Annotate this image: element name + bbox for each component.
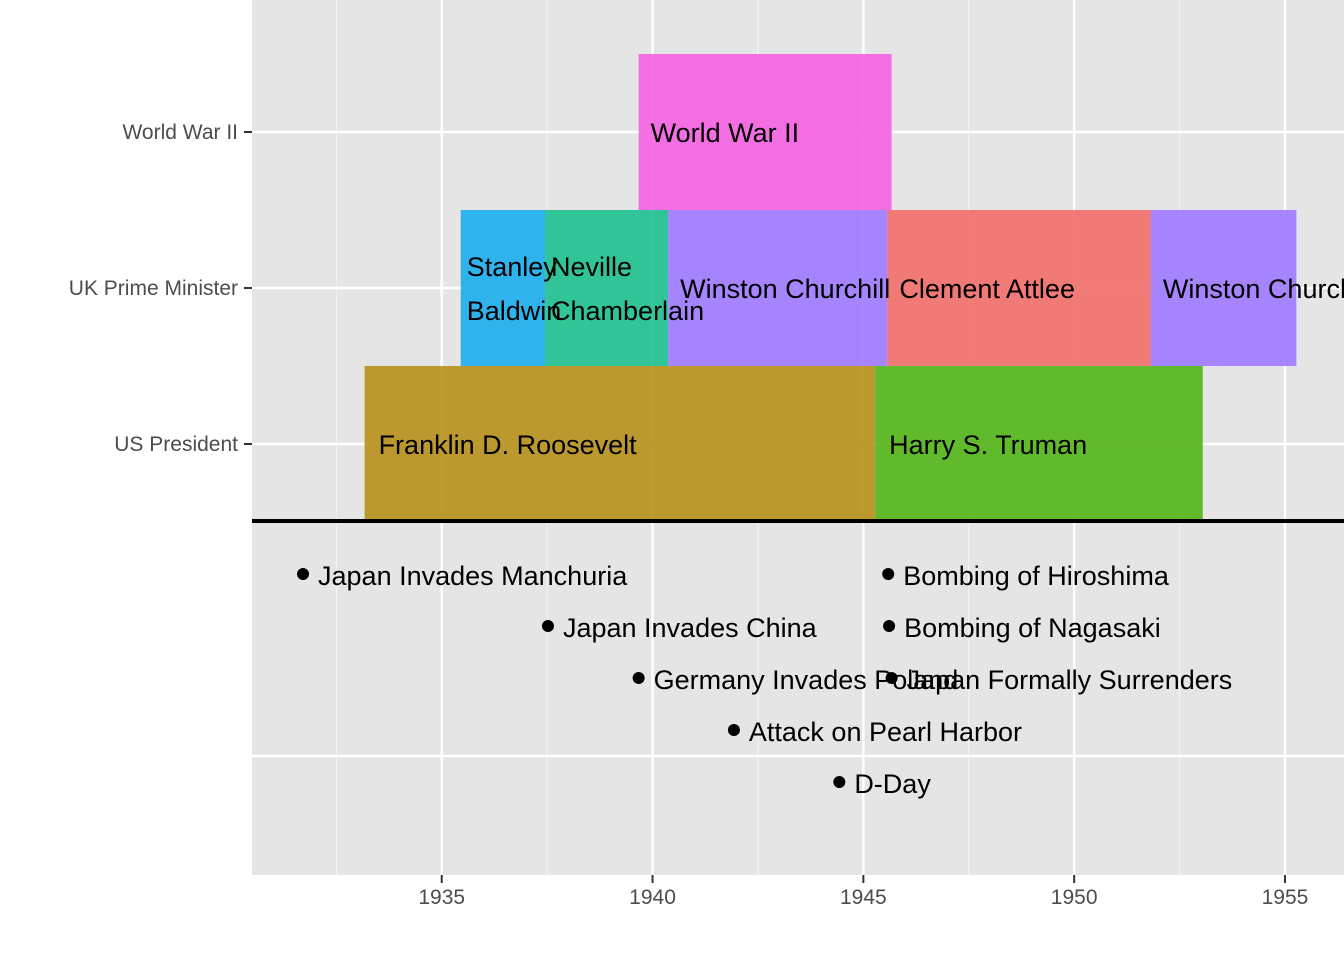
period-label: Harry S. Truman: [889, 430, 1087, 460]
event-label: Attack on Pearl Harbor: [749, 717, 1022, 747]
event-point: [833, 776, 846, 788]
period-bar: [875, 366, 1203, 521]
period-bar: [460, 210, 546, 366]
event-markers: Japan Invades Manchuria Japan Invades Chi…: [297, 561, 1232, 799]
period-label: World War II: [651, 118, 800, 148]
event-label: Japan Formally Surrenders: [907, 665, 1233, 695]
event-label: D-Day: [854, 769, 931, 799]
period-bar: [364, 366, 876, 521]
period-bar: [638, 54, 892, 210]
event-point: [885, 672, 898, 684]
y-tick-label: US President: [114, 433, 238, 456]
x-tick-label: 1950: [1051, 886, 1098, 909]
period-bar: [887, 210, 1151, 366]
x-tick-label: 1935: [418, 886, 465, 909]
x-tick-label: 1945: [840, 886, 887, 909]
event-point: [541, 620, 554, 632]
y-axis: World War II UK Prime Minister US Presiden…: [69, 121, 252, 456]
x-tick-label: 1940: [629, 886, 676, 909]
period-bar: [668, 210, 888, 366]
x-tick-label: 1955: [1262, 886, 1309, 909]
event-label: Japan Invades Manchuria: [318, 561, 628, 591]
event-label: Bombing of Hiroshima: [903, 561, 1170, 591]
period-label: Clement Attlee: [899, 274, 1075, 304]
period-label: Stanley Baldwin: [467, 252, 562, 326]
period-label: Neville Chamberlain: [551, 252, 704, 326]
event-point: [632, 672, 645, 684]
event-point: [883, 620, 896, 632]
event-point: [297, 568, 310, 580]
period-bands: [364, 54, 1297, 521]
x-axis: 1935 1940 1945 1950 1955: [418, 875, 1308, 909]
event-label: Bombing of Nagasaki: [904, 613, 1161, 643]
period-label: Winston Churchill: [1163, 274, 1344, 304]
event-point: [882, 568, 895, 580]
event-label: Japan Invades China: [563, 613, 818, 643]
y-tick-label: UK Prime Minister: [69, 277, 238, 300]
period-bar: [545, 210, 669, 366]
period-label: Winston Churchill: [680, 274, 890, 304]
event-label: Germany Invades Poland: [654, 665, 959, 695]
y-tick-label: World War II: [122, 121, 238, 144]
event-point: [727, 724, 740, 736]
period-label: Franklin D. Roosevelt: [379, 430, 638, 460]
period-bar: [1150, 210, 1297, 366]
